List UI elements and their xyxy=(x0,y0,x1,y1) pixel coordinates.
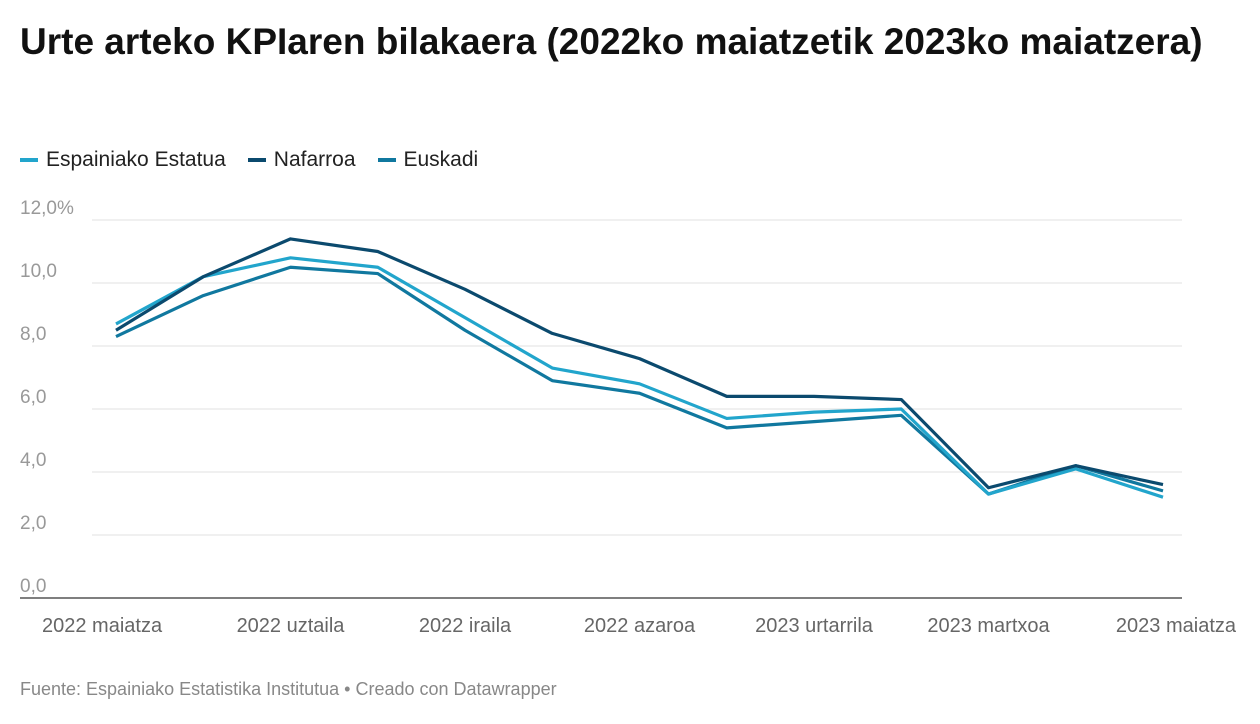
x-tick-label: 2023 martxoa xyxy=(927,615,1050,637)
y-tick-label: 2,0 xyxy=(20,513,46,534)
source-footer: Fuente: Espainiako Estatistika Institutu… xyxy=(20,679,557,699)
legend-label: Espainiako Estatua xyxy=(46,148,226,171)
legend-item-espainiako-estatua: Espainiako Estatua xyxy=(20,148,226,172)
y-tick-label: 10,0 xyxy=(20,261,57,282)
legend-item-nafarroa: Nafarroa xyxy=(247,148,356,172)
legend-label: Nafarroa xyxy=(273,148,356,171)
legend: Espainiako Estatua Nafarroa Euskadi xyxy=(20,148,478,172)
series-line-espainiako-estatua xyxy=(115,256,1164,499)
x-tick-label: 2022 azaroa xyxy=(584,615,696,637)
series-line-nafarroa xyxy=(115,237,1164,490)
x-tick-label: 2022 iraila xyxy=(419,615,512,637)
x-tick-label: 2023 urtarrila xyxy=(755,615,874,637)
legend-item-euskadi: Euskadi xyxy=(377,148,479,172)
legend-label: Euskadi xyxy=(403,148,479,171)
legend-swatch xyxy=(247,158,266,162)
legend-swatch xyxy=(377,158,396,162)
x-tick-label: 2022 uztaila xyxy=(237,615,346,637)
legend-swatch xyxy=(20,158,38,162)
y-tick-label: 4,0 xyxy=(20,450,46,471)
x-tick-label: 2022 maiatza xyxy=(42,615,163,637)
y-tick-label: 12,0% xyxy=(20,198,74,219)
y-tick-label: 8,0 xyxy=(20,324,46,345)
y-tick-label: 0,0 xyxy=(20,576,46,597)
chart-title: Urte arteko KPIaren bilakaera (2022ko ma… xyxy=(20,21,1203,62)
series-line-euskadi xyxy=(115,265,1164,496)
y-tick-label: 6,0 xyxy=(20,387,46,408)
x-tick-label: 2023 maiatza xyxy=(1116,615,1237,637)
